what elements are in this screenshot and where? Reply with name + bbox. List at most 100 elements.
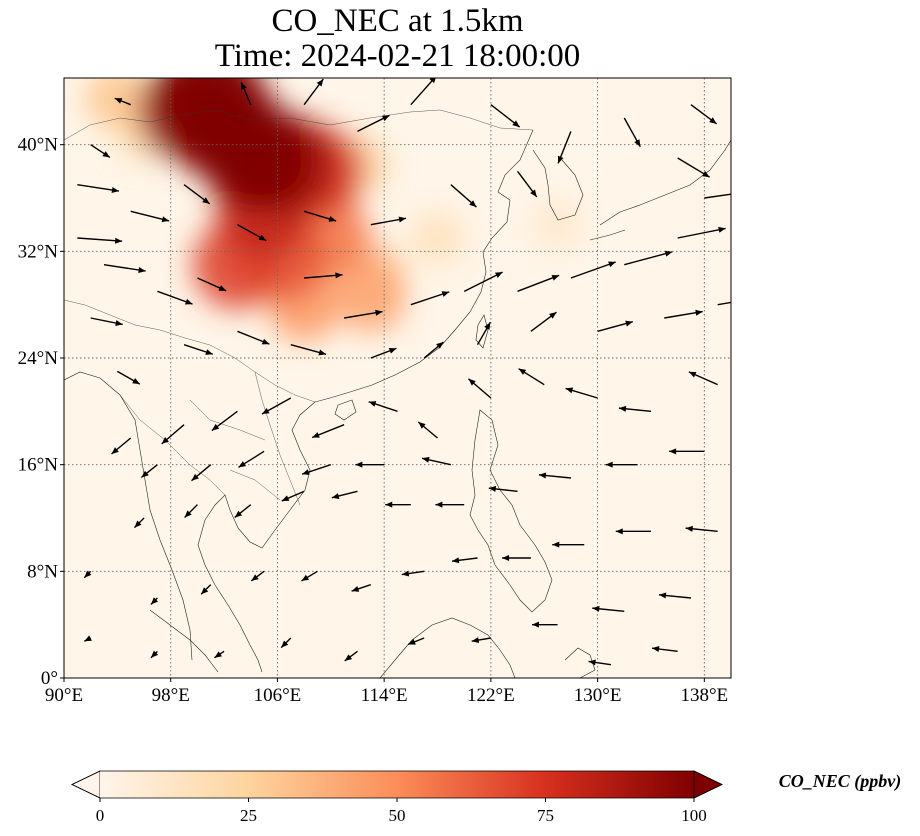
wind-arrow xyxy=(690,104,718,125)
wind-arrow xyxy=(304,272,343,279)
colorbar: 0 25 50 75 100 CO_NEC (ppbv) xyxy=(71,770,901,825)
wind-arrow xyxy=(615,528,651,535)
wind-vectors xyxy=(77,78,731,666)
wind-arrow xyxy=(83,635,92,642)
wind-arrow xyxy=(370,216,407,226)
wind-arrow xyxy=(197,277,227,292)
wind-arrow xyxy=(281,490,305,502)
wind-arrow xyxy=(301,464,332,475)
wind-arrow xyxy=(502,555,531,561)
taiwan-coastline xyxy=(475,314,489,349)
wind-arrow xyxy=(83,570,92,579)
concentration-blob xyxy=(85,78,149,130)
wind-arrow xyxy=(417,421,438,439)
wind-arrow xyxy=(77,183,120,193)
wind-arrow xyxy=(605,461,638,468)
wind-arrow xyxy=(214,650,225,659)
wind-arrow xyxy=(303,78,324,106)
y-axis-ticks: 0° 8°N 16°N 24°N 32°N 40°N xyxy=(18,135,64,689)
wind-arrow xyxy=(435,501,465,508)
x-tick-label: 114°E xyxy=(361,685,408,706)
wind-arrow xyxy=(688,371,718,386)
hainan-coastline xyxy=(334,399,357,421)
colorbar-max-extension xyxy=(693,770,723,799)
wind-arrow xyxy=(588,659,612,666)
wind-arrow xyxy=(476,321,491,346)
concentration-field xyxy=(85,78,583,342)
wind-arrow xyxy=(516,170,538,198)
wind-arrow xyxy=(114,97,131,106)
concentration-blob xyxy=(203,104,312,212)
wind-arrow xyxy=(488,485,518,493)
x-tick-label: 106°E xyxy=(254,685,302,706)
colorbar-min-extension xyxy=(71,770,101,799)
colorbar-tick-label: 75 xyxy=(537,806,554,825)
wind-arrow xyxy=(103,263,146,273)
wind-arrow xyxy=(90,144,111,159)
y-tick-label: 32°N xyxy=(18,241,59,262)
wind-arrow xyxy=(531,621,558,628)
wind-arrow xyxy=(677,157,711,178)
wind-arrow xyxy=(238,450,265,468)
wind-arrow xyxy=(150,597,159,605)
x-tick-label: 130°E xyxy=(574,685,622,706)
new-guinea-coastline xyxy=(564,647,596,678)
wind-arrow xyxy=(685,525,718,533)
wind-arrow xyxy=(624,250,673,266)
wind-arrow xyxy=(490,104,521,128)
china-coastline xyxy=(314,129,534,403)
border-line xyxy=(64,299,316,403)
border-line xyxy=(254,371,301,506)
wind-arrow xyxy=(183,344,214,355)
wind-arrow xyxy=(355,461,385,468)
wind-arrow xyxy=(111,437,132,455)
concentration-blob xyxy=(410,211,465,265)
y-tick-label: 40°N xyxy=(18,135,59,156)
wind-arrow xyxy=(234,504,252,519)
wind-arrow xyxy=(463,271,503,292)
wind-arrow xyxy=(471,637,491,644)
wind-arrow xyxy=(357,114,390,132)
wind-arrow xyxy=(677,226,726,239)
x-tick-label: 90°E xyxy=(45,685,83,706)
concentration-blob xyxy=(532,199,583,250)
wind-arrow xyxy=(468,378,492,399)
x-tick-label: 122°E xyxy=(467,685,515,706)
wind-arrow xyxy=(565,387,598,399)
y-tick-label: 8°N xyxy=(27,561,58,582)
wind-arrow xyxy=(157,290,193,305)
wind-arrow xyxy=(237,224,267,242)
wind-arrow xyxy=(161,424,185,445)
wind-arrow xyxy=(133,517,145,529)
wind-arrow xyxy=(651,646,678,653)
wind-arrow xyxy=(669,448,705,455)
wind-arrow xyxy=(200,584,212,595)
border-line xyxy=(189,399,281,501)
wind-arrow xyxy=(290,343,327,356)
wind-arrow xyxy=(344,309,383,319)
map-title: CO_NEC at 1.5km Time: 2024-02-21 18:00:0… xyxy=(64,4,731,74)
wind-arrow xyxy=(368,401,398,412)
wind-arrow xyxy=(130,210,170,223)
indochina-coastline xyxy=(197,401,316,673)
colorbar-tick-label: 25 xyxy=(240,806,257,825)
wind-arrow xyxy=(423,341,444,359)
wind-arrow xyxy=(250,570,265,582)
y-tick-label: 0° xyxy=(41,668,58,689)
x-tick-label: 138°E xyxy=(680,685,728,706)
x-tick-label: 98°E xyxy=(152,685,190,706)
wind-arrow xyxy=(717,301,731,306)
wind-arrow xyxy=(530,311,557,332)
colorbar-tick-label: 100 xyxy=(681,806,707,825)
korea-coastline xyxy=(532,149,584,221)
wind-arrow xyxy=(280,637,292,649)
wind-arrow xyxy=(517,274,560,292)
bay-of-bengal-coastline xyxy=(64,371,193,661)
wind-arrow xyxy=(351,584,372,592)
map-frame xyxy=(63,77,732,679)
colorbar-ticks: 0 25 50 75 100 xyxy=(96,798,707,825)
wind-arrow xyxy=(658,592,692,599)
wind-arrow xyxy=(557,131,572,164)
y-tick-label: 16°N xyxy=(18,455,59,476)
